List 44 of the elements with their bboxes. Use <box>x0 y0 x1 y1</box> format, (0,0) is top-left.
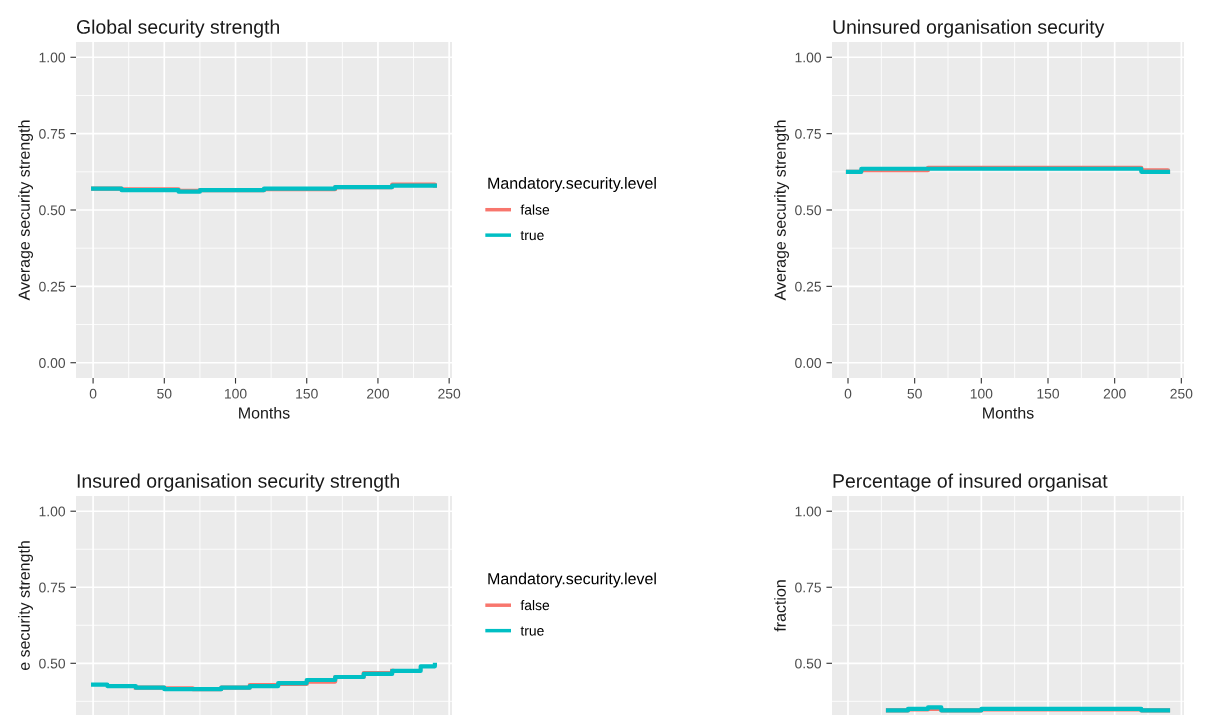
y-tick-label: 0.75 <box>39 128 65 139</box>
x-tick-label: 0 <box>89 388 97 399</box>
y-tick-label: 0.00 <box>39 358 66 368</box>
y-axis-title: fraction <box>774 580 786 632</box>
x-axis-title: Months <box>983 406 1034 419</box>
legend-label: false <box>520 204 550 215</box>
y-axis-title: e security strength <box>18 541 33 671</box>
y-tick-label: 0.25 <box>39 281 65 292</box>
y-tick-label: 1.00 <box>39 506 66 517</box>
y-tick-label: 0.50 <box>795 205 822 216</box>
x-tick-label: 100 <box>970 388 993 399</box>
chart-title: Global security strength <box>76 19 279 38</box>
y-tick-label: 0.25 <box>795 281 821 292</box>
legend-label: true <box>520 626 544 636</box>
x-axis-title: Months <box>239 406 290 419</box>
y-tick-label: 1.00 <box>795 506 822 517</box>
x-tick-label: 100 <box>224 388 247 399</box>
y-tick-label: 0.50 <box>39 658 66 669</box>
x-tick-label: 50 <box>907 388 922 399</box>
y-tick-label: 0.75 <box>795 582 821 593</box>
legend-title: Mandatory.security.level <box>488 572 656 588</box>
x-tick-label: 200 <box>1103 388 1126 399</box>
chart-title: Percentage of insured organisat <box>833 473 1108 492</box>
chart-title: Insured organisation security strength <box>77 473 399 492</box>
y-tick-label: 1.00 <box>795 52 822 63</box>
legend-label: true <box>520 231 544 241</box>
y-tick-label: 0.75 <box>39 582 65 593</box>
x-tick-label: 250 <box>1170 388 1193 399</box>
x-tick-label: 250 <box>438 388 461 399</box>
x-tick-label: 150 <box>296 388 318 399</box>
y-tick-label: 0.50 <box>39 205 66 216</box>
x-tick-label: 50 <box>157 388 172 399</box>
y-axis-title: Average security strength <box>18 120 33 301</box>
y-tick-label: 0.00 <box>795 358 822 368</box>
y-tick-label: 0.75 <box>795 128 821 139</box>
legend-title: Mandatory.security.level <box>488 177 656 192</box>
y-axis-title: Average security strength <box>774 120 789 301</box>
x-tick-label: 0 <box>844 388 852 399</box>
y-tick-label: 1.00 <box>39 52 66 63</box>
chart-title: Uninsured organisation security <box>833 19 1105 38</box>
legend-label: false <box>520 600 550 611</box>
y-tick-label: 0.50 <box>795 658 822 669</box>
x-tick-label: 150 <box>1037 388 1060 399</box>
x-tick-label: 200 <box>367 388 389 399</box>
